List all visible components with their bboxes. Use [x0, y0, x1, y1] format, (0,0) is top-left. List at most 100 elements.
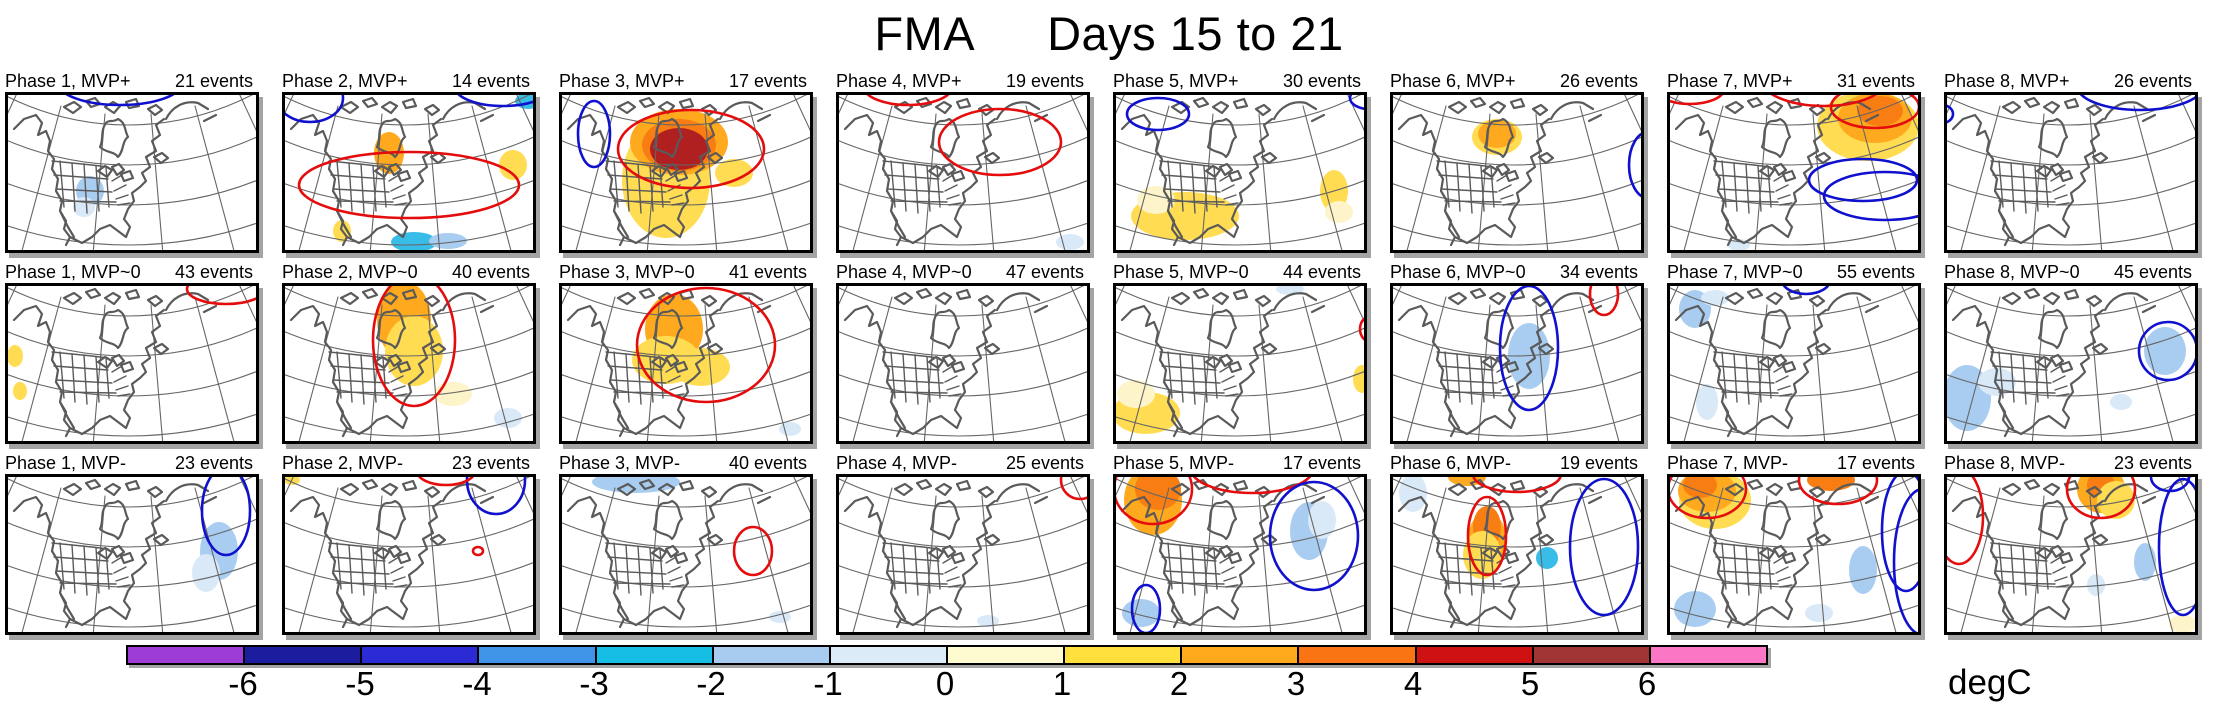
anomaly-map-svg [285, 477, 533, 632]
base-map [8, 95, 256, 250]
map-panel: Phase 4, MVP~0 47 events [836, 262, 1090, 444]
colorbar-segment [479, 647, 597, 663]
title-day-range: Days 15 to 21 [1047, 7, 1344, 60]
panel-phase-label: Phase 1, MVP- [5, 453, 127, 473]
panel-phase-label: Phase 4, MVP- [836, 453, 958, 473]
colorbar-segment [713, 647, 831, 663]
map-panel: Phase 8, MVP- 23 events [1944, 453, 2198, 635]
panel-events-count: 26 events [1559, 71, 1638, 91]
anomaly-map-svg [839, 286, 1087, 441]
panel-header: Phase 4, MVP+ 19 events [836, 71, 1090, 92]
panel-header: Phase 2, MVP~0 40 events [282, 262, 536, 283]
panel-phase-label: Phase 6, MVP- [1390, 453, 1512, 473]
panel-header: Phase 5, MVP+ 30 events [1113, 71, 1367, 92]
panel-phase-label: Phase 6, MVP+ [1390, 71, 1516, 91]
panel-phase-label: Phase 6, MVP~0 [1390, 262, 1526, 282]
panel-header: Phase 2, MVP+ 14 events [282, 71, 536, 92]
anomaly-map-svg [1670, 477, 1918, 632]
colorbar-tick-label: 1 [1052, 665, 1072, 702]
map-panel: Phase 5, MVP+ 30 events [1113, 71, 1367, 253]
panel-phase-label: Phase 3, MVP+ [559, 71, 685, 91]
anomaly-map-svg [1116, 477, 1364, 632]
panel-header: Phase 8, MVP+ 26 events [1944, 71, 2198, 92]
panel-header: Phase 3, MVP- 40 events [559, 453, 813, 474]
panel-phase-label: Phase 2, MVP- [282, 453, 404, 473]
panel-phase-label: Phase 1, MVP~0 [5, 262, 141, 282]
anomaly-map-svg [285, 95, 533, 250]
base-map [839, 95, 1087, 250]
anomaly-map [5, 92, 259, 253]
colorbar-bar [126, 645, 1768, 665]
base-map [1393, 477, 1641, 632]
panel-header: Phase 4, MVP~0 47 events [836, 262, 1090, 283]
panel-events-count: 17 events [1836, 453, 1915, 473]
anomaly-map [559, 92, 813, 253]
panel-events-count: 21 events [174, 71, 253, 91]
colorbar-segment [596, 647, 714, 663]
map-panel: Phase 8, MVP~0 45 events [1944, 262, 2198, 444]
map-panel: Phase 7, MVP+ 31 events [1667, 71, 1921, 253]
anomaly-map [1667, 92, 1921, 253]
anomaly-map-svg [839, 477, 1087, 632]
map-panel: Phase 4, MVP+ 19 events [836, 71, 1090, 253]
panel-header: Phase 5, MVP~0 44 events [1113, 262, 1367, 283]
colorbar-segment [128, 647, 246, 663]
panel-grid: Phase 1, MVP+ 21 events Phase 2, MVP+ 14 ev… [0, 71, 2218, 635]
panel-events-count: 41 events [728, 262, 807, 282]
anomaly-map-svg [1116, 286, 1364, 441]
colorbar-segment [1416, 647, 1534, 663]
anomaly-map-svg [8, 477, 256, 632]
colorbar-tick-label: 3 [1286, 665, 1306, 702]
anomaly-map-svg [839, 95, 1087, 250]
panel-header: Phase 6, MVP~0 34 events [1390, 262, 1644, 283]
panel-header: Phase 6, MVP- 19 events [1390, 453, 1644, 474]
anomaly-map [1944, 92, 2198, 253]
panel-phase-label: Phase 5, MVP~0 [1113, 262, 1249, 282]
panel-phase-label: Phase 4, MVP~0 [836, 262, 972, 282]
panel-events-count: 30 events [1282, 71, 1361, 91]
panel-header: Phase 6, MVP+ 26 events [1390, 71, 1644, 92]
title-season: FMA [874, 7, 976, 60]
map-panel: Phase 4, MVP- 25 events [836, 453, 1090, 635]
colorbar-tick-label: -2 [696, 665, 726, 702]
map-panel: Phase 5, MVP- 17 events [1113, 453, 1367, 635]
panel-phase-label: Phase 1, MVP+ [5, 71, 131, 91]
anomaly-map [1390, 92, 1644, 253]
figure-title: FMA Days 15 to 21 [0, 6, 2218, 61]
anomaly-map-svg [1947, 477, 2195, 632]
panel-header: Phase 2, MVP- 23 events [282, 453, 536, 474]
map-panel: Phase 7, MVP~0 55 events [1667, 262, 1921, 444]
base-map [285, 477, 533, 632]
colorbar-tick-label: -5 [345, 665, 375, 702]
anomaly-map-svg [1393, 286, 1641, 441]
panel-phase-label: Phase 8, MVP- [1944, 453, 2066, 473]
panel-header: Phase 5, MVP- 17 events [1113, 453, 1367, 474]
panel-events-count: 31 events [1836, 71, 1915, 91]
panel-header: Phase 1, MVP- 23 events [5, 453, 259, 474]
panel-header: Phase 1, MVP+ 21 events [5, 71, 259, 92]
base-map [839, 477, 1087, 632]
colorbar-tick-label: 5 [1520, 665, 1540, 702]
panel-events-count: 43 events [174, 262, 253, 282]
anomaly-map-svg [1947, 286, 2195, 441]
colorbar-tick-label: -3 [579, 665, 609, 702]
anomaly-map [1113, 474, 1367, 635]
colorbar-segment [1650, 647, 1766, 663]
panel-header: Phase 1, MVP~0 43 events [5, 262, 259, 283]
anomaly-map-svg [1393, 477, 1641, 632]
panel-header: Phase 3, MVP+ 17 events [559, 71, 813, 92]
base-map [1393, 95, 1641, 250]
anomaly-map [1667, 283, 1921, 444]
panel-header: Phase 7, MVP~0 55 events [1667, 262, 1921, 283]
anomaly-map [559, 474, 813, 635]
colorbar-tick-label: -4 [462, 665, 492, 702]
panel-events-count: 17 events [728, 71, 807, 91]
panel-events-count: 23 events [451, 453, 530, 473]
map-panel: Phase 2, MVP- 23 events [282, 453, 536, 635]
base-map [285, 95, 533, 250]
panel-header: Phase 7, MVP+ 31 events [1667, 71, 1921, 92]
panel-phase-label: Phase 5, MVP- [1113, 453, 1235, 473]
anomaly-map [5, 283, 259, 444]
anomaly-map [1944, 474, 2198, 635]
anomaly-map [836, 283, 1090, 444]
